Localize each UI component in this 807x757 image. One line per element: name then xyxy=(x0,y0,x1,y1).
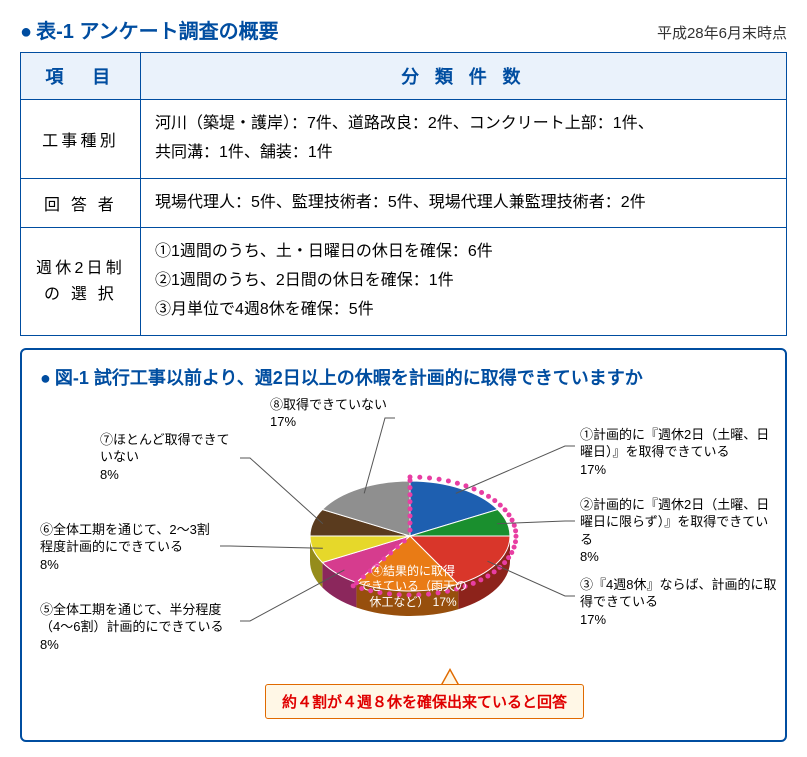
slice-pct: 17% xyxy=(580,611,780,629)
slice-label-3: ③『4週8休』ならば、計画的に取得できている 17% xyxy=(580,576,780,629)
callout-text: 約４割が４週８休を確保出来ていると回答 xyxy=(282,694,567,711)
slice-label-text: ⑥全体工期を通じて、2〜3割程度計画的にできている xyxy=(40,522,210,555)
chart-wrap: ①計画的に『週休2日（土曜、日曜日）』を取得できている 17% ②計画的に『週休… xyxy=(40,396,767,726)
slice-pct: 8% xyxy=(40,636,240,654)
row-label-line: 週休2日制 xyxy=(35,256,126,282)
slice-label-text: ④結果的に取得できている（雨天の休工など） 17% xyxy=(359,564,467,609)
slice-label-2: ②計画的に『週休2日（土曜、日曜日に限らず）』を取得できている 8% xyxy=(580,496,780,566)
callout-box: 約４割が４週８休を確保出来ていると回答 xyxy=(265,684,584,719)
table-title-text: 表-1 アンケート調査の概要 xyxy=(36,21,279,43)
header-row: ●表-1 アンケート調査の概要 平成28年6月末時点 xyxy=(20,15,787,44)
bullet-icon: ● xyxy=(20,21,32,44)
row-value: ①1週間のうち、土・日曜日の休日を確保：6件 ②1週間のうち、2日間の休日を確保… xyxy=(141,228,787,335)
summary-table: 項 目 分 類 件 数 工事種別 河川（築堤・護岸）：7件、道路改良：2件、コン… xyxy=(20,52,787,336)
figure-title-text: 図-1 試行工事以前より、週2日以上の休暇を計画的に取得できていますか xyxy=(55,368,643,388)
table-row: 週休2日制 の 選 択 ①1週間のうち、土・日曜日の休日を確保：6件 ②1週間の… xyxy=(21,228,787,335)
slice-pct: 17% xyxy=(580,461,780,479)
row-value-line: ①1週間のうち、土・日曜日の休日を確保：6件 xyxy=(155,238,772,267)
row-value-line: 河川（築堤・護岸）：7件、道路改良：2件、コンクリート上部：1件、 xyxy=(155,110,772,139)
table-row: 回 答 者 現場代理人：5件、監理技術者：5件、現場代理人兼監理技術者：2件 xyxy=(21,178,787,228)
slice-label-text: ⑤全体工期を通じて、半分程度（4〜6割）計画的にできている xyxy=(40,602,223,635)
row-value-line: ②1週間のうち、2日間の休日を確保：1件 xyxy=(155,267,772,296)
slice-label-6: ⑥全体工期を通じて、2〜3割程度計画的にできている 8% xyxy=(40,521,220,574)
th-item: 項 目 xyxy=(21,53,141,100)
row-value-line: ③月単位で4週8休を確保：5件 xyxy=(155,296,772,325)
slice-label-text: ③『4週8休』ならば、計画的に取得できている xyxy=(580,577,776,610)
row-value: 現場代理人：5件、監理技術者：5件、現場代理人兼監理技術者：2件 xyxy=(141,178,787,228)
slice-label-5: ⑤全体工期を通じて、半分程度（4〜6割）計画的にできている 8% xyxy=(40,601,240,654)
row-label-line: の 選 択 xyxy=(35,282,126,308)
table-title: ●表-1 アンケート調査の概要 xyxy=(20,15,279,44)
row-value-line: 共同溝：1件、舗装：1件 xyxy=(155,139,772,168)
slice-pct: 8% xyxy=(580,548,780,566)
row-label: 工事種別 xyxy=(21,100,141,179)
row-value: 河川（築堤・護岸）：7件、道路改良：2件、コンクリート上部：1件、 共同溝：1件… xyxy=(141,100,787,179)
figure-frame: ●図-1 試行工事以前より、週2日以上の休暇を計画的に取得できていますか ①計画… xyxy=(20,348,787,742)
slice-pct: 8% xyxy=(100,466,240,484)
slice-label-text: ⑦ほとんど取得できていない xyxy=(100,432,230,465)
slice-label-text: ②計画的に『週休2日（土曜、日曜日に限らず）』を取得できている xyxy=(580,497,769,547)
slice-label-4-center: ④結果的に取得できている（雨天の休工など） 17% xyxy=(358,564,468,611)
slice-label-1: ①計画的に『週休2日（土曜、日曜日）』を取得できている 17% xyxy=(580,426,780,479)
slice-label-text: ①計画的に『週休2日（土曜、日曜日）』を取得できている xyxy=(580,427,769,460)
slice-label-7: ⑦ほとんど取得できていない 8% xyxy=(100,431,240,484)
row-label: 週休2日制 の 選 択 xyxy=(21,228,141,335)
th-count: 分 類 件 数 xyxy=(141,53,787,100)
row-value-line: 現場代理人：5件、監理技術者：5件、現場代理人兼監理技術者：2件 xyxy=(155,189,772,218)
slice-pct: 17% xyxy=(270,413,420,431)
slice-pct: 8% xyxy=(40,556,220,574)
figure-title: ●図-1 試行工事以前より、週2日以上の休暇を計画的に取得できていますか xyxy=(40,364,767,390)
bullet-icon: ● xyxy=(40,368,51,389)
date-note: 平成28年6月末時点 xyxy=(657,22,787,43)
pie-chart xyxy=(290,426,530,676)
table-row: 工事種別 河川（築堤・護岸）：7件、道路改良：2件、コンクリート上部：1件、 共… xyxy=(21,100,787,179)
slice-label-text: ⑧取得できていない xyxy=(270,397,387,412)
row-label: 回 答 者 xyxy=(21,178,141,228)
slice-label-8: ⑧取得できていない 17% xyxy=(270,396,420,431)
